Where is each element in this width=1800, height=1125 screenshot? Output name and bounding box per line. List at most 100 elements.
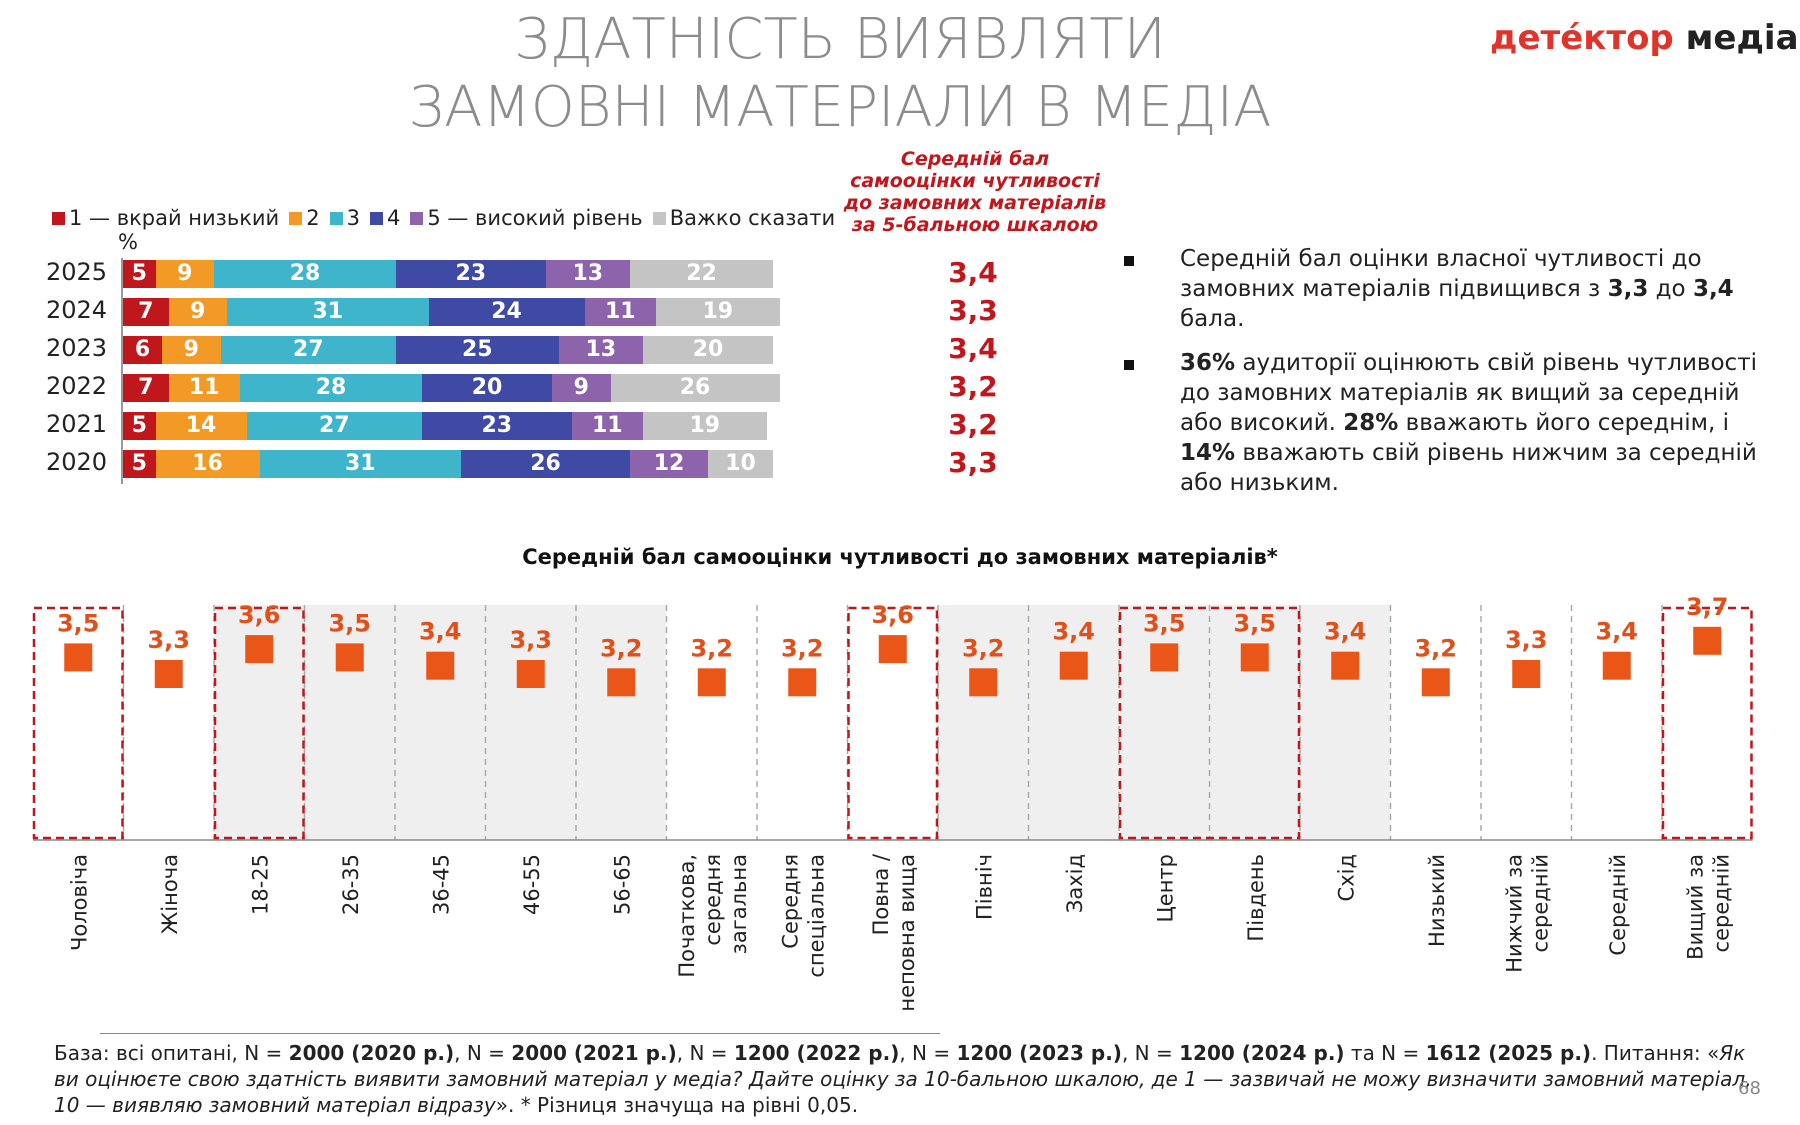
legend: 1 — вкрай низький 2 3 4 5 — високий ріве…: [52, 206, 835, 230]
significance-frame: [32, 606, 124, 840]
percent-label: %: [118, 230, 138, 254]
category-label: 56-65: [610, 854, 634, 915]
bar-segment: 24: [428, 298, 585, 326]
data-marker: [607, 668, 636, 697]
bar-segment: 16: [155, 450, 260, 478]
column-shade: [304, 605, 395, 840]
average-score: 3,2: [948, 408, 998, 441]
data-marker: [426, 651, 455, 680]
bar-segment: 22: [630, 260, 773, 288]
footer-divider: [100, 1033, 940, 1034]
data-marker: [64, 643, 93, 672]
bar-segment: 9: [155, 260, 214, 288]
legend-label-4: 4: [386, 206, 401, 230]
data-marker: [335, 643, 364, 672]
data-label: 3,2: [600, 634, 643, 662]
category-label: 26-35: [339, 854, 363, 915]
scatter-chart: 3,5 Чоловіча 3,3 Жіноча 3,6 18-25 3,5 26-35 3,4 3…: [32, 593, 1753, 1012]
legend-label-5: 5 — високий рівень: [427, 206, 643, 230]
data-label: 3,5: [328, 609, 371, 637]
bar-segment: 25: [396, 336, 559, 364]
data-marker: [1421, 668, 1450, 697]
category-label: Повна /: [869, 853, 893, 935]
logo: детéктор медіа: [1490, 18, 1799, 58]
bar-segment: 13: [545, 260, 630, 288]
category-label: спеціальна: [804, 854, 828, 978]
title-line-1: ЗДАТНІСТЬ ВИЯВЛЯТИ: [514, 7, 1166, 72]
page-title: ЗДАТНІСТЬ ВИЯВЛЯТИ ЗАМОВНІ МАТЕРІАЛИ В М…: [340, 6, 1340, 142]
bar-segment: 11: [168, 374, 240, 402]
data-label: 3,5: [1233, 609, 1276, 637]
significance-frame: [1118, 606, 1301, 840]
data-label: 3,6: [871, 601, 914, 629]
data-label: 3,4: [1324, 618, 1367, 646]
year-label: 2024: [46, 296, 108, 324]
category-label: Південь: [1244, 854, 1268, 942]
data-marker: [697, 668, 726, 697]
bar-segment: 26: [461, 450, 630, 478]
category-label: загальна: [727, 854, 751, 954]
significance-frame: [213, 606, 305, 840]
bar-segment: 5: [123, 412, 156, 440]
data-label: 3,7: [1686, 593, 1729, 621]
column-shade: [1300, 605, 1391, 840]
year-label: 2025: [46, 258, 108, 286]
bar-segment: 6: [123, 336, 162, 364]
bar-segment: 20: [422, 374, 552, 402]
data-marker: [1240, 643, 1269, 672]
average-score: 3,3: [948, 294, 998, 327]
bar-segment: 20: [643, 336, 773, 364]
data-marker: [969, 668, 998, 697]
column-shade: [485, 605, 576, 840]
data-label: 3,3: [1505, 626, 1548, 654]
category-label: Низький: [1425, 854, 1449, 947]
bar-segment: 5: [123, 260, 156, 288]
legend-swatch-3: [329, 211, 343, 225]
category-label: середня: [701, 854, 725, 946]
bar-segment: 9: [168, 298, 227, 326]
bar-segment: 23: [422, 412, 572, 440]
category-label: Середня: [778, 854, 802, 949]
category-label: Середній: [1606, 854, 1630, 956]
data-label: 3,2: [690, 634, 733, 662]
category-label: середній: [1528, 854, 1552, 952]
category-label: Жіноча: [158, 854, 182, 934]
legend-label-3: 3: [346, 206, 360, 230]
bar-segment: 12: [630, 450, 708, 478]
bar-segment: 10: [708, 450, 773, 478]
data-label: 3,5: [1143, 609, 1186, 637]
legend-label-1: 1 — вкрай низький: [69, 206, 280, 230]
bar-segment: 11: [584, 298, 656, 326]
data-label: 3,2: [781, 634, 824, 662]
average-score: 3,2: [948, 370, 998, 403]
title-line-2: ЗАМОВНІ МАТЕРІАЛИ В МЕДІА: [408, 75, 1272, 140]
legend-swatch-na: [652, 211, 666, 225]
bar-segment: 19: [656, 298, 780, 326]
bar-segment: 11: [571, 412, 643, 440]
logo-part-2: медіа: [1673, 18, 1799, 58]
bar-segment: 23: [396, 260, 546, 288]
average-score: 3,4: [948, 332, 998, 365]
column-shade: [1119, 605, 1210, 840]
category-label: 46-55: [520, 854, 544, 915]
category-label: Початкова,: [675, 854, 699, 978]
data-marker: [516, 660, 545, 688]
bullet-square-icon: [1124, 256, 1134, 266]
category-label: 36-45: [429, 854, 453, 915]
average-score: 3,3: [948, 446, 998, 479]
page-number: 68: [1738, 1078, 1761, 1099]
data-label: 3,2: [962, 634, 1005, 662]
data-label: 3,4: [1052, 618, 1095, 646]
bar-segment: 9: [162, 336, 221, 364]
bar-segment: 27: [220, 336, 396, 364]
data-label: 3,2: [1414, 634, 1457, 662]
year-label: 2020: [46, 448, 108, 476]
data-marker: [878, 635, 907, 664]
data-marker: [154, 660, 183, 688]
category-label: Північ: [972, 854, 996, 920]
bar-segment: 14: [155, 412, 247, 440]
data-marker: [1059, 651, 1088, 680]
column-shade: [1209, 605, 1300, 840]
year-label: 2023: [46, 334, 108, 362]
bar-segment: 13: [558, 336, 643, 364]
